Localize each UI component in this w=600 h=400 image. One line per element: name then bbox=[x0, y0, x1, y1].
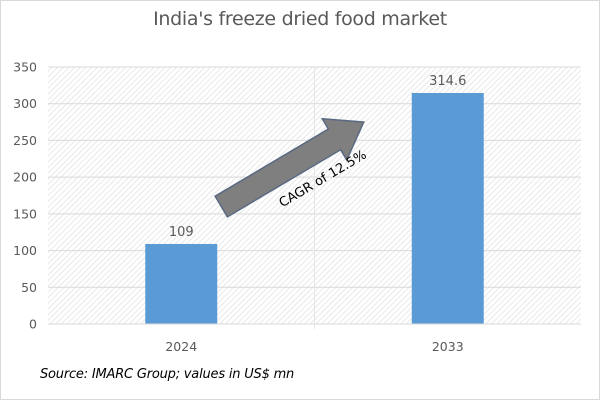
x-tick-label: 2024 bbox=[165, 339, 197, 354]
y-tick-label: 300 bbox=[13, 96, 37, 111]
y-tick-label: 250 bbox=[13, 133, 37, 148]
y-tick-label: 50 bbox=[21, 280, 37, 295]
data-label-2033: 314.6 bbox=[429, 74, 466, 89]
x-tick-label: 2033 bbox=[432, 339, 464, 354]
y-tick-label: 100 bbox=[13, 243, 37, 258]
data-label-2024: 109 bbox=[169, 225, 194, 240]
bar-2024 bbox=[145, 243, 218, 324]
chart-title: India's freeze dried food market bbox=[153, 8, 447, 30]
bar-2033 bbox=[411, 92, 484, 324]
bars bbox=[145, 92, 484, 324]
source-note: Source: IMARC Group; values in US$ mn bbox=[40, 367, 295, 382]
x-axis: 2024 2033 bbox=[48, 67, 581, 354]
y-tick-label: 150 bbox=[13, 206, 37, 221]
y-tick-label: 200 bbox=[13, 170, 37, 185]
y-axis-ticks: 0 50 100 150 200 250 300 350 bbox=[13, 60, 37, 332]
arrow-icon bbox=[214, 117, 365, 218]
y-tick-label: 0 bbox=[29, 317, 37, 332]
data-labels: 109 314.6 bbox=[169, 74, 467, 240]
y-tick-label: 350 bbox=[13, 60, 37, 75]
